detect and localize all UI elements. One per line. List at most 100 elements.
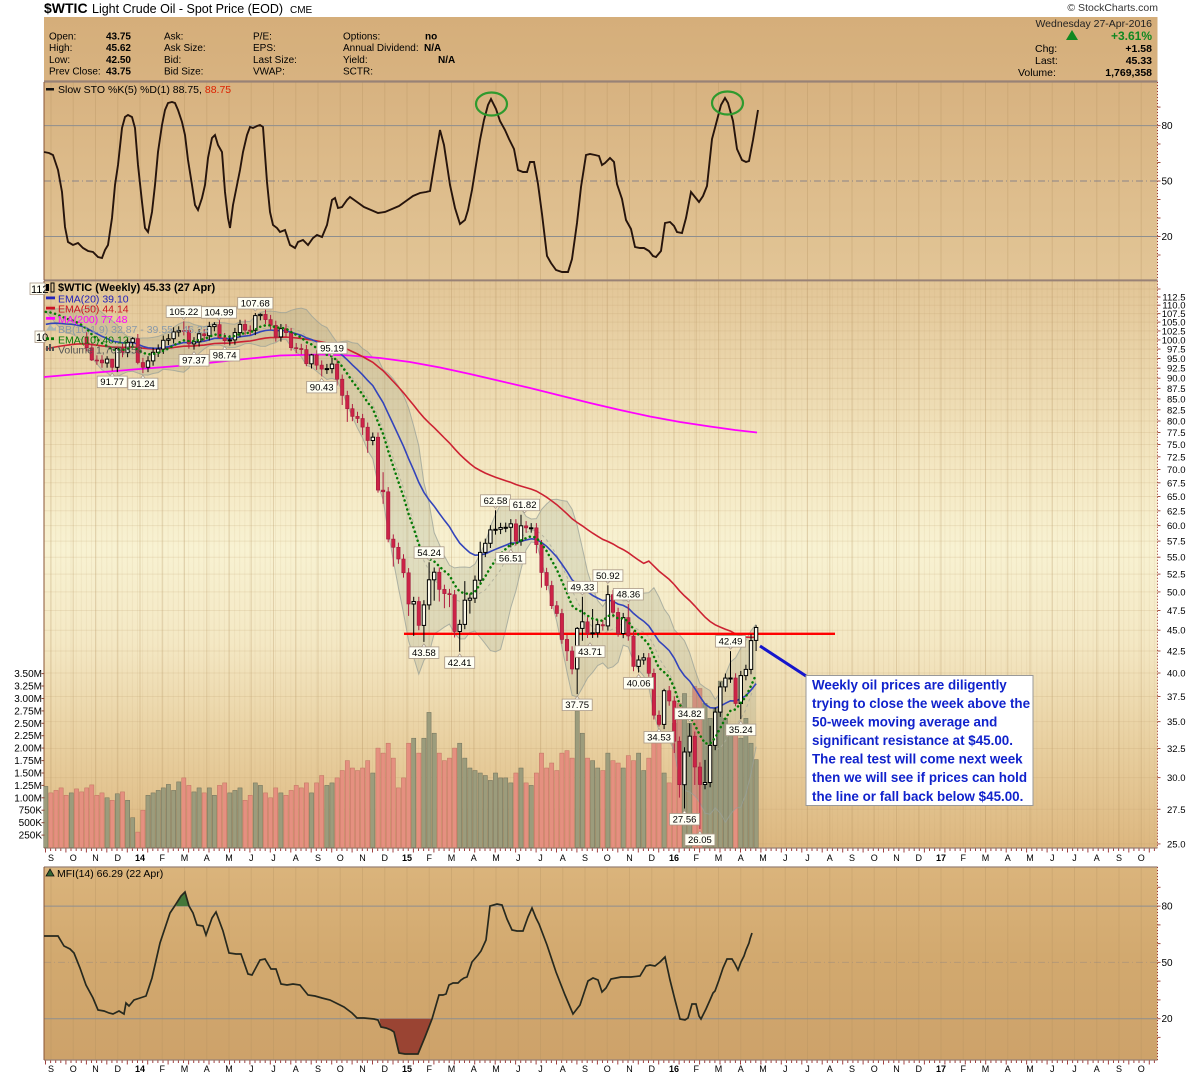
- svg-text:SCTR:: SCTR:: [343, 67, 373, 78]
- svg-text:Prev Close:: Prev Close:: [49, 67, 101, 78]
- svg-text:A: A: [560, 853, 566, 863]
- svg-text:N: N: [626, 853, 633, 863]
- svg-text:VWAP:: VWAP:: [253, 67, 285, 78]
- svg-text:100.0: 100.0: [1162, 335, 1186, 346]
- svg-text:A: A: [204, 853, 210, 863]
- svg-text:$WTIC (Weekly) 45.33 (27 Apr): $WTIC (Weekly) 45.33 (27 Apr): [58, 282, 215, 294]
- svg-text:© StockCharts.com: © StockCharts.com: [1067, 2, 1158, 14]
- svg-text:O: O: [1138, 853, 1145, 863]
- svg-text:82.5: 82.5: [1167, 405, 1186, 416]
- svg-text:26.05: 26.05: [688, 835, 712, 846]
- svg-text:N/A: N/A: [424, 43, 441, 54]
- svg-text:N: N: [626, 1064, 633, 1074]
- svg-text:J: J: [249, 1064, 254, 1074]
- svg-text:92.5: 92.5: [1167, 364, 1186, 375]
- svg-text:35.24: 35.24: [729, 725, 753, 736]
- svg-text:27.56: 27.56: [673, 815, 697, 826]
- svg-text:104.99: 104.99: [204, 308, 233, 319]
- svg-text:J: J: [538, 1064, 543, 1074]
- svg-text:J: J: [249, 853, 254, 863]
- svg-text:52.5: 52.5: [1167, 570, 1186, 581]
- svg-text:A: A: [827, 1064, 833, 1074]
- svg-text:A: A: [471, 1064, 477, 1074]
- svg-text:3.00M: 3.00M: [14, 694, 42, 705]
- svg-text:S: S: [1116, 1064, 1122, 1074]
- svg-text:57.5: 57.5: [1167, 537, 1186, 548]
- svg-text:M: M: [492, 853, 500, 863]
- svg-text:MA(200) 77.48: MA(200) 77.48: [58, 314, 128, 326]
- svg-text:J: J: [805, 1064, 810, 1074]
- svg-text:105.0: 105.0: [1162, 318, 1186, 329]
- svg-text:40.0: 40.0: [1167, 669, 1186, 680]
- svg-text:then we will see if prices can: then we will see if prices can hold: [812, 770, 1027, 785]
- svg-text:S: S: [48, 1064, 54, 1074]
- svg-text:A: A: [1094, 853, 1100, 863]
- svg-text:M: M: [181, 853, 189, 863]
- svg-text:the line or fall back below $4: the line or fall back below $45.00.: [812, 789, 1023, 804]
- svg-text:107.5: 107.5: [1162, 309, 1186, 320]
- svg-text:Ask Size:: Ask Size:: [164, 43, 206, 54]
- svg-text:M: M: [225, 1064, 233, 1074]
- svg-text:M: M: [448, 1064, 456, 1074]
- svg-text:15: 15: [402, 853, 412, 863]
- svg-text:O: O: [1138, 1064, 1145, 1074]
- svg-text:56.51: 56.51: [499, 553, 523, 564]
- svg-text:72.5: 72.5: [1167, 452, 1186, 463]
- svg-text:N: N: [359, 853, 366, 863]
- svg-text:250K: 250K: [19, 831, 43, 842]
- svg-text:A: A: [1005, 853, 1011, 863]
- svg-text:F: F: [159, 1064, 165, 1074]
- svg-text:O: O: [337, 1064, 344, 1074]
- svg-text:500K: 500K: [19, 818, 43, 829]
- svg-text:75.0: 75.0: [1167, 440, 1186, 451]
- svg-text:95.0: 95.0: [1167, 354, 1186, 365]
- svg-text:47.5: 47.5: [1167, 606, 1186, 617]
- svg-text:O: O: [337, 853, 344, 863]
- svg-text:A: A: [293, 1064, 299, 1074]
- svg-text:750K: 750K: [19, 806, 43, 817]
- svg-text:M: M: [715, 1064, 723, 1074]
- svg-text:M: M: [982, 1064, 990, 1074]
- svg-text:J: J: [1050, 1064, 1055, 1074]
- svg-text:50.92: 50.92: [596, 571, 620, 582]
- svg-text:10: 10: [36, 332, 48, 344]
- svg-text:42.49: 42.49: [719, 637, 743, 648]
- svg-text:32.5: 32.5: [1167, 744, 1186, 755]
- svg-text:Low:: Low:: [49, 55, 70, 66]
- svg-text:A: A: [293, 853, 299, 863]
- svg-text:D: D: [382, 1064, 389, 1074]
- svg-text:F: F: [693, 853, 699, 863]
- svg-text:EMA(20) 39.10: EMA(20) 39.10: [58, 294, 129, 306]
- svg-text:M: M: [759, 853, 767, 863]
- svg-text:N/A: N/A: [438, 55, 455, 66]
- svg-text:67.5: 67.5: [1167, 478, 1186, 489]
- svg-text:no: no: [425, 32, 437, 43]
- svg-text:O: O: [604, 853, 611, 863]
- svg-text:90.43: 90.43: [310, 382, 334, 393]
- svg-text:CME: CME: [290, 5, 313, 16]
- svg-text:27.5: 27.5: [1167, 805, 1186, 816]
- svg-text:3.50M: 3.50M: [14, 669, 42, 680]
- svg-text:N: N: [92, 853, 99, 863]
- svg-text:M: M: [715, 853, 723, 863]
- svg-text:80: 80: [1162, 902, 1174, 913]
- svg-text:43.75: 43.75: [106, 67, 131, 78]
- svg-text:F: F: [693, 1064, 699, 1074]
- svg-text:J: J: [271, 1064, 276, 1074]
- svg-text:High:: High:: [49, 43, 72, 54]
- svg-text:15: 15: [402, 1064, 412, 1074]
- svg-text:Light Crude Oil - Spot Price (: Light Crude Oil - Spot Price (EOD): [92, 2, 283, 16]
- svg-text:S: S: [1116, 853, 1122, 863]
- svg-text:25.0: 25.0: [1167, 839, 1186, 850]
- svg-text:20: 20: [1162, 232, 1174, 243]
- svg-text:97.5: 97.5: [1167, 345, 1186, 356]
- svg-text:34.82: 34.82: [678, 709, 702, 720]
- svg-text:42.50: 42.50: [106, 55, 131, 66]
- svg-text:A: A: [1005, 1064, 1011, 1074]
- svg-text:O: O: [871, 853, 878, 863]
- svg-text:17: 17: [936, 1064, 946, 1074]
- svg-text:50.0: 50.0: [1167, 587, 1186, 598]
- svg-text:F: F: [159, 853, 165, 863]
- svg-text:O: O: [70, 1064, 77, 1074]
- svg-text:S: S: [315, 1064, 321, 1074]
